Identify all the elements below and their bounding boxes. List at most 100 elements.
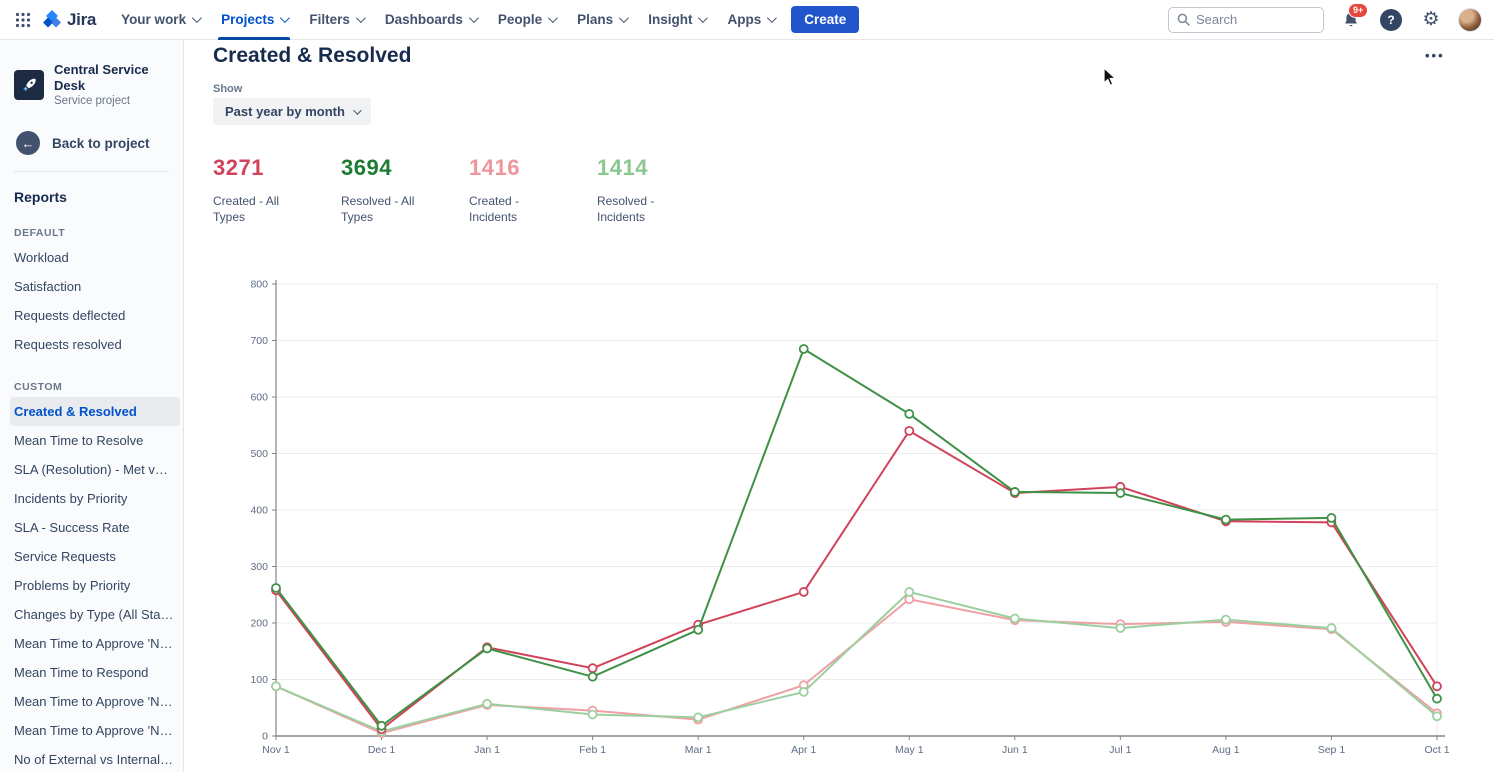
- nav-menu-filters[interactable]: Filters: [300, 0, 372, 40]
- data-point[interactable]: [1221, 614, 1231, 625]
- chevron-down-icon: [355, 13, 366, 24]
- data-point[interactable]: [1009, 613, 1020, 624]
- data-point[interactable]: [1432, 711, 1442, 722]
- series-line: [275, 347, 1438, 727]
- jira-logo[interactable]: Jira: [42, 9, 96, 30]
- sidebar-item-service-requests[interactable]: Service Requests: [14, 549, 116, 565]
- x-tick-label: Aug 1: [1212, 744, 1240, 756]
- sidebar-item-no-of-external-vs-internal-ser[interactable]: No of External vs Internal Ser...: [14, 752, 180, 768]
- sidebar-item-mean-time-to-approve-norm[interactable]: Mean Time to Approve 'Norm...: [14, 636, 180, 652]
- sidebar-item-satisfaction[interactable]: Satisfaction: [14, 279, 82, 295]
- x-tick-label: Dec 1: [368, 744, 396, 756]
- app-switcher-icon[interactable]: [10, 7, 36, 33]
- stat-value: 3694: [341, 155, 392, 180]
- sidebar-item-workload[interactable]: Workload: [14, 250, 69, 266]
- data-point[interactable]: [587, 671, 598, 682]
- nav-menu-projects[interactable]: Projects: [212, 0, 296, 40]
- nav-menu-plans[interactable]: Plans: [568, 0, 635, 40]
- nav-menu-label: Plans: [577, 12, 614, 27]
- nav-menu-dashboards[interactable]: Dashboards: [376, 0, 485, 40]
- data-point[interactable]: [376, 720, 387, 731]
- chevron-down-icon: [767, 13, 778, 24]
- back-to-project-button[interactable]: ← Back to project: [16, 131, 183, 156]
- data-point[interactable]: [587, 709, 598, 720]
- data-point[interactable]: [271, 681, 281, 692]
- data-point[interactable]: [904, 409, 915, 419]
- data-point[interactable]: [693, 624, 704, 635]
- nav-menu-your-work[interactable]: Your work: [112, 0, 208, 40]
- jira-logo-text: Jira: [67, 9, 97, 29]
- x-tick-label: Feb 1: [579, 744, 606, 756]
- data-point[interactable]: [1115, 623, 1126, 633]
- create-button[interactable]: Create: [791, 6, 860, 33]
- data-point[interactable]: [587, 663, 598, 674]
- stat-value: 3271: [213, 155, 264, 180]
- data-point[interactable]: [482, 643, 492, 654]
- project-header[interactable]: Central Service Desk Service project: [14, 62, 183, 107]
- sidebar-item-requests-deflected[interactable]: Requests deflected: [14, 308, 126, 324]
- help-button[interactable]: ?: [1378, 7, 1404, 33]
- y-tick-label: 200: [250, 618, 268, 630]
- data-point[interactable]: [1326, 623, 1337, 633]
- chevron-down-icon: [619, 13, 630, 24]
- nav-menu-people[interactable]: People: [489, 0, 564, 40]
- sidebar-item-problems-by-priority[interactable]: Problems by Priority: [14, 578, 131, 594]
- report-list: DEFAULT Workload Satisfaction Requests defl…: [10, 227, 183, 772]
- sidebar-item-mean-time-to-approve-norm[interactable]: Mean Time to Approve 'Norm...: [14, 694, 180, 710]
- created-resolved-chart: 0 100 200 300 400 500 600 700 800 Nov 1 Dec 1 Jan 1…: [213, 276, 1463, 772]
- settings-button[interactable]: ⚙: [1418, 7, 1444, 33]
- y-tick-label: 600: [250, 392, 268, 404]
- chevron-down-icon: [353, 105, 362, 115]
- chevron-down-icon: [698, 13, 709, 24]
- data-point[interactable]: [1115, 488, 1126, 498]
- search-input[interactable]: [1196, 12, 1306, 27]
- sidebar-item-requests-resolved[interactable]: Requests resolved: [14, 337, 122, 353]
- back-to-project-label: Back to project: [52, 135, 150, 151]
- period-dropdown-value: Past year by month: [225, 104, 345, 119]
- summary-stats: 3271 Created - All Types 3694 Resolved - Al…: [213, 155, 725, 225]
- sidebar-item-mean-time-to-approve-norm[interactable]: Mean Time to Approve 'Norm...: [14, 723, 180, 739]
- nav-menu-label: Your work: [121, 12, 187, 27]
- sidebar-item-mean-time-to-respond[interactable]: Mean Time to Respond: [14, 665, 149, 681]
- period-dropdown[interactable]: Past year by month: [213, 98, 371, 125]
- data-point[interactable]: [904, 587, 915, 597]
- x-tick-label: Nov 1: [262, 744, 290, 756]
- nav-menu-label: People: [497, 12, 543, 27]
- notifications-button[interactable]: 9+: [1338, 2, 1369, 33]
- sidebar-item-changes-by-type-all-statuses[interactable]: Changes by Type (All Statuses): [14, 607, 180, 623]
- sidebar-item-created-resolved[interactable]: Created & Resolved: [10, 397, 180, 427]
- stat-label: Created - All Types: [213, 194, 280, 225]
- data-point[interactable]: [904, 425, 915, 436]
- stat-resolved-all-types: 3694 Resolved - All Types: [341, 155, 469, 225]
- reports-heading: Reports: [14, 189, 67, 206]
- data-point[interactable]: [1432, 681, 1442, 692]
- series-created-all-types[interactable]: [271, 425, 1442, 735]
- more-options-icon[interactable]: •••: [1425, 48, 1445, 63]
- data-point[interactable]: [1221, 514, 1231, 525]
- nav-menu-apps[interactable]: Apps: [718, 0, 783, 40]
- sidebar-item-sla-success-rate[interactable]: SLA - Success Rate: [14, 520, 130, 536]
- nav-menu-insight[interactable]: Insight: [639, 0, 714, 40]
- series-resolved-incidents[interactable]: [271, 587, 1442, 737]
- sidebar-section-custom: CUSTOM: [14, 381, 63, 394]
- user-avatar[interactable]: [1458, 7, 1482, 32]
- sidebar: Central Service Desk Service project ← B…: [0, 40, 184, 772]
- series-resolved-all-types[interactable]: [271, 344, 1442, 731]
- series-created-incidents[interactable]: [271, 594, 1442, 739]
- data-point[interactable]: [798, 344, 809, 354]
- sidebar-item-incidents-by-priority[interactable]: Incidents by Priority: [14, 491, 128, 507]
- global-search[interactable]: [1168, 6, 1324, 33]
- data-point[interactable]: [798, 587, 809, 597]
- data-point[interactable]: [798, 687, 809, 697]
- chevron-down-icon: [468, 13, 479, 24]
- search-icon: [1177, 13, 1190, 26]
- data-point[interactable]: [693, 712, 704, 723]
- data-point[interactable]: [1326, 513, 1337, 523]
- data-point[interactable]: [1432, 693, 1442, 704]
- data-point[interactable]: [1009, 487, 1020, 497]
- data-point[interactable]: [482, 698, 492, 709]
- sidebar-divider: [14, 171, 169, 173]
- data-point[interactable]: [271, 583, 281, 593]
- sidebar-item-mean-time-to-resolve[interactable]: Mean Time to Resolve: [14, 433, 144, 449]
- sidebar-item-sla-resolution-met-vs-bre[interactable]: SLA (Resolution) - Met vs Bre...: [14, 462, 180, 478]
